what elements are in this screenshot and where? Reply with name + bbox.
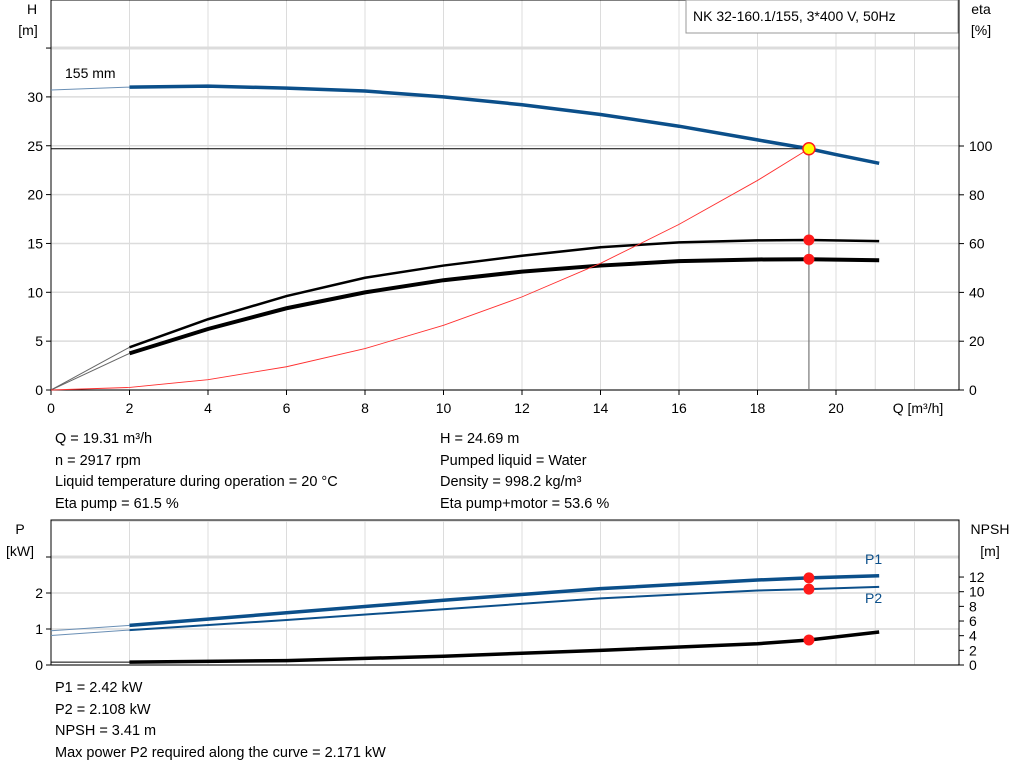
y2-tick-label: 4 xyxy=(969,628,977,644)
eta_pump-curve xyxy=(129,238,880,349)
y-tick-label: 0 xyxy=(35,382,43,398)
info-top-col1: Q = 19.31 m³/h n = 2917 rpm Liquid tempe… xyxy=(55,429,338,515)
y-axis-label: H xyxy=(27,1,37,17)
info-h: H = 24.69 m xyxy=(440,431,520,447)
y-tick-label: 10 xyxy=(27,284,43,300)
p2-curve-extrapolated xyxy=(50,629,130,636)
x-tick-label: 20 xyxy=(828,400,844,416)
y2-tick-label: 0 xyxy=(969,657,977,673)
y-tick-label: 30 xyxy=(27,89,43,105)
x-tick-label: 14 xyxy=(593,400,609,416)
y2-tick-label: 100 xyxy=(969,138,993,154)
y2-tick-label: 2 xyxy=(969,642,977,658)
x-tick-label: 0 xyxy=(47,400,55,416)
eta-pump-point xyxy=(803,234,815,246)
y2-tick-label: 20 xyxy=(969,333,985,349)
system-curve xyxy=(50,148,810,391)
y2-tick-label: 60 xyxy=(969,236,985,252)
info-liquid: Pumped liquid = Water xyxy=(440,452,587,469)
y2-tick-label: 12 xyxy=(969,569,985,585)
eta_pump_motor-curve-extrapolated xyxy=(50,352,130,391)
x-tick-label: 2 xyxy=(126,400,134,416)
p1-curve xyxy=(129,573,880,628)
y-tick-label: 25 xyxy=(27,138,43,154)
p2-point xyxy=(803,583,815,595)
x-tick-label: 16 xyxy=(671,400,687,416)
info-eta-pump: Eta pump = 61.5 % xyxy=(55,495,179,512)
y-axis-unit: [m] xyxy=(18,22,37,38)
p1-curve-extrapolated xyxy=(50,624,130,632)
eta_pump-curve-extrapolated xyxy=(50,346,130,391)
info-density: Density = 998.2 kg/m³ xyxy=(440,474,582,490)
y2-tick-label: 40 xyxy=(969,284,985,300)
info-q: Q = 19.31 m³/h xyxy=(55,431,153,447)
info-bottom: P1 = 2.42 kW P2 = 2.108 kW NPSH = 3.41 m… xyxy=(55,678,386,764)
x-tick-label: 6 xyxy=(283,400,291,416)
x-tick-label: 10 xyxy=(436,400,452,416)
y-tick-label: 0 xyxy=(35,657,43,673)
y2-tick-label: 10 xyxy=(969,584,985,600)
info-top-col2: H = 24.69 m Pumped liquid = Water Densit… xyxy=(440,429,609,515)
eta_pump_motor-curve xyxy=(128,257,880,356)
series-label-p2: P2 xyxy=(865,590,882,606)
x-tick-label: 4 xyxy=(204,400,212,416)
x-tick-label: 12 xyxy=(514,400,530,416)
y2-axis-label: eta xyxy=(971,1,991,17)
duty-point xyxy=(802,142,816,156)
eta-pump-motor-point xyxy=(803,253,815,265)
y2-tick-label: 8 xyxy=(969,598,977,614)
y-tick-label: 15 xyxy=(27,235,43,251)
x-tick-label: 18 xyxy=(750,400,766,416)
title-box xyxy=(685,0,959,34)
x-axis-label: Q [m³/h] xyxy=(893,400,944,416)
y-tick-label: 1 xyxy=(35,621,43,637)
info-npsh: NPSH = 3.41 m xyxy=(55,723,157,739)
y-tick-label: 5 xyxy=(35,333,43,349)
info-temp: Liquid temperature during operation = 20… xyxy=(55,474,338,490)
info-p1: P1 = 2.42 kW xyxy=(55,680,143,696)
npsh-point xyxy=(803,634,815,646)
y2-axis-label: NPSH xyxy=(971,521,1010,537)
info-max-power: Max power P2 required along the curve = … xyxy=(55,744,386,761)
y-axis-label: P xyxy=(15,521,24,537)
x-tick-label: 8 xyxy=(361,400,369,416)
head-curve-extrapolated xyxy=(50,86,130,91)
y-axis-unit: [kW] xyxy=(6,543,34,559)
npsh-curve xyxy=(129,630,880,664)
y-tick-label: 20 xyxy=(27,187,43,203)
y2-axis-unit: [m] xyxy=(980,543,999,559)
series-label-p1: P1 xyxy=(865,551,882,567)
y-tick-label: 2 xyxy=(35,585,43,601)
y2-axis-unit: [%] xyxy=(971,22,991,38)
info-p2: P2 = 2.108 kW xyxy=(55,701,151,718)
info-n: n = 2917 rpm xyxy=(55,452,141,469)
p1-point xyxy=(803,572,815,584)
y2-tick-label: 6 xyxy=(969,613,977,629)
impeller-label: 155 mm xyxy=(65,65,116,81)
chart-title: NK 32-160.1/155, 3*400 V, 50Hz xyxy=(693,8,896,24)
y2-tick-label: 80 xyxy=(969,187,985,203)
info-eta-pump-motor: Eta pump+motor = 53.6 % xyxy=(440,495,610,512)
head-curve xyxy=(129,84,880,166)
y2-tick-label: 0 xyxy=(969,382,977,398)
